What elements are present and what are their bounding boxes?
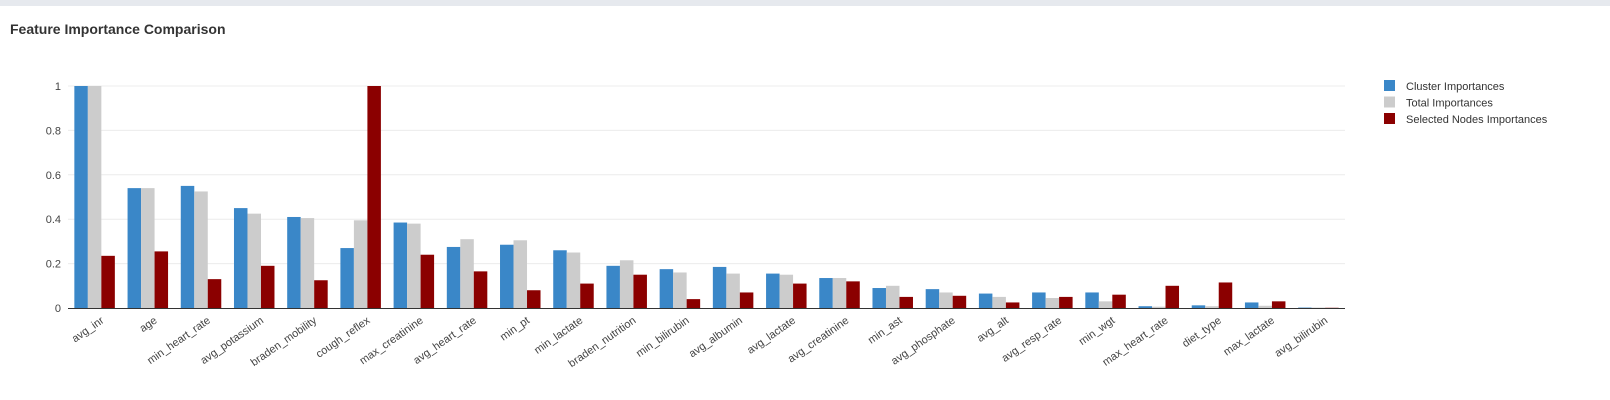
bar-selected-nodes-importances-braden_nutrition[interactable] [633, 274, 647, 308]
bar-total-importances-avg_inr[interactable] [87, 86, 102, 308]
bar-cluster-importances-age[interactable] [127, 188, 142, 308]
bar-total-importances-min_heart_rate[interactable] [194, 191, 208, 308]
legend-label[interactable]: Selected Nodes Importances [1406, 114, 1548, 126]
x-tick-label: min_pt [498, 315, 532, 344]
bar-selected-nodes-importances-min_heart_rate[interactable] [207, 279, 222, 308]
bar-selected-nodes-importances-avg_creatinine[interactable] [846, 281, 860, 308]
bar-total-importances-max_creatinine[interactable] [407, 223, 421, 308]
bar-selected-nodes-importances-min_lactate[interactable] [580, 283, 594, 308]
bar-selected-nodes-importances-avg_lactate[interactable] [793, 283, 807, 308]
bar-total-importances-avg_phosphate[interactable] [939, 292, 953, 308]
bar-total-importances-min_ast[interactable] [885, 285, 900, 308]
x-tick-label: avg_albumin [687, 315, 745, 361]
bar-total-importances-avg_albumin[interactable] [726, 273, 740, 308]
x-tick-label: min_lactate [532, 315, 585, 357]
bar-cluster-importances-min_ast[interactable] [872, 288, 886, 308]
bar-selected-nodes-importances-diet_type[interactable] [1218, 282, 1233, 308]
bar-cluster-importances-min_wgt[interactable] [1085, 292, 1099, 308]
bar-selected-nodes-importances-age[interactable] [154, 251, 169, 308]
bar-total-importances-diet_type[interactable] [1205, 306, 1219, 308]
bar-total-importances-avg_creatinine[interactable] [832, 278, 847, 308]
x-tick-label: diet_type [1180, 315, 1223, 350]
bar-selected-nodes-importances-min_ast[interactable] [899, 296, 913, 308]
legend-swatch[interactable] [1384, 80, 1395, 91]
bar-cluster-importances-min_pt[interactable] [500, 244, 514, 308]
y-tick-label: 0.6 [46, 170, 61, 182]
bar-selected-nodes-importances-avg_inr[interactable] [101, 255, 115, 308]
bar-cluster-importances-avg_resp_rate[interactable] [1032, 292, 1046, 308]
bar-selected-nodes-importances-min_wgt[interactable] [1112, 294, 1126, 308]
bar-total-importances-cough_reflex[interactable] [353, 220, 368, 308]
bar-cluster-importances-min_bilirubin[interactable] [659, 269, 674, 308]
bar-cluster-importances-braden_nutrition[interactable] [606, 265, 620, 308]
bar-total-importances-braden_nutrition[interactable] [619, 260, 634, 308]
bar-total-importances-min_lactate[interactable] [566, 252, 581, 309]
bar-cluster-importances-avg_lactate[interactable] [766, 273, 780, 308]
legend-label[interactable]: Total Importances [1406, 98, 1493, 110]
bar-total-importances-age[interactable] [141, 188, 155, 308]
x-tick-label: avg_bilirubin [1273, 315, 1330, 360]
bar-selected-nodes-importances-braden_mobility[interactable] [314, 280, 328, 308]
bar-total-importances-avg_resp_rate[interactable] [1045, 298, 1060, 308]
bar-selected-nodes-importances-avg_potassium[interactable] [260, 265, 275, 308]
bar-cluster-importances-avg_albumin[interactable] [712, 266, 727, 308]
y-tick-label: 0.2 [46, 259, 61, 271]
x-tick-label: avg_lactate [745, 315, 798, 357]
bar-cluster-importances-max_lactate[interactable] [1244, 302, 1259, 308]
bar-total-importances-avg_heart_rate[interactable] [460, 239, 474, 308]
x-tick-label: min_bilirubin [634, 315, 691, 360]
legend-swatch[interactable] [1384, 113, 1395, 124]
bar-cluster-importances-min_lactate[interactable] [553, 250, 567, 308]
x-tick-label: max_lactate [1221, 315, 1276, 359]
y-tick-label: 1 [55, 81, 61, 93]
bar-total-importances-max_lactate[interactable] [1258, 305, 1272, 308]
bar-cluster-importances-min_heart_rate[interactable] [180, 185, 195, 308]
bar-cluster-importances-max_creatinine[interactable] [393, 222, 408, 308]
legend-label[interactable]: Cluster Importances [1406, 81, 1505, 93]
bar-selected-nodes-importances-min_bilirubin[interactable] [686, 299, 701, 308]
bar-total-importances-avg_alt[interactable] [992, 296, 1006, 308]
legend-swatch[interactable] [1384, 96, 1395, 108]
bar-selected-nodes-importances-avg_alt[interactable] [1005, 302, 1020, 308]
y-tick-label: 0 [55, 303, 61, 315]
bar-cluster-importances-avg_creatinine[interactable] [819, 278, 833, 308]
x-tick-label: avg_inr [70, 314, 107, 345]
bar-selected-nodes-importances-max_creatinine[interactable] [420, 254, 435, 308]
bar-cluster-importances-max_heart_rate[interactable] [1138, 306, 1153, 308]
bar-selected-nodes-importances-avg_heart_rate[interactable] [473, 271, 488, 308]
bar-total-importances-avg_potassium[interactable] [247, 213, 261, 308]
bar-selected-nodes-importances-max_lactate[interactable] [1271, 301, 1286, 308]
y-tick-label: 0.8 [46, 125, 61, 137]
bar-cluster-importances-cough_reflex[interactable] [340, 248, 354, 308]
x-tick-label: min_ast [866, 315, 904, 347]
bar-selected-nodes-importances-avg_phosphate[interactable] [952, 295, 967, 308]
bar-selected-nodes-importances-avg_resp_rate[interactable] [1059, 296, 1073, 308]
bar-cluster-importances-diet_type[interactable] [1191, 305, 1206, 308]
x-tick-label: min_wgt [1077, 315, 1117, 348]
bar-cluster-importances-avg_inr[interactable] [74, 86, 88, 308]
x-tick-label: age [138, 315, 160, 335]
bar-cluster-importances-braden_mobility[interactable] [287, 216, 301, 308]
bar-cluster-importances-avg_phosphate[interactable] [925, 289, 940, 308]
bar-total-importances-avg_lactate[interactable] [779, 274, 794, 308]
bar-selected-nodes-importances-min_pt[interactable] [527, 290, 541, 308]
bar-cluster-importances-avg_potassium[interactable] [233, 208, 248, 308]
y-tick-label: 0.4 [46, 214, 61, 226]
bar-cluster-importances-avg_alt[interactable] [978, 293, 993, 308]
bar-total-importances-min_pt[interactable] [513, 240, 528, 308]
bar-selected-nodes-importances-max_heart_rate[interactable] [1165, 285, 1180, 308]
bar-cluster-importances-avg_heart_rate[interactable] [446, 246, 461, 308]
bar-total-importances-braden_mobility[interactable] [300, 218, 315, 308]
bar-total-importances-min_wgt[interactable] [1098, 301, 1113, 308]
bar-selected-nodes-importances-cough_reflex[interactable] [367, 86, 381, 308]
chart-title: Feature Importance Comparison [10, 21, 226, 37]
bar-total-importances-max_heart_rate[interactable] [1152, 306, 1166, 308]
bar-total-importances-min_bilirubin[interactable] [673, 272, 687, 308]
bar-selected-nodes-importances-avg_albumin[interactable] [739, 292, 754, 308]
x-tick-label: avg_alt [975, 315, 1011, 345]
